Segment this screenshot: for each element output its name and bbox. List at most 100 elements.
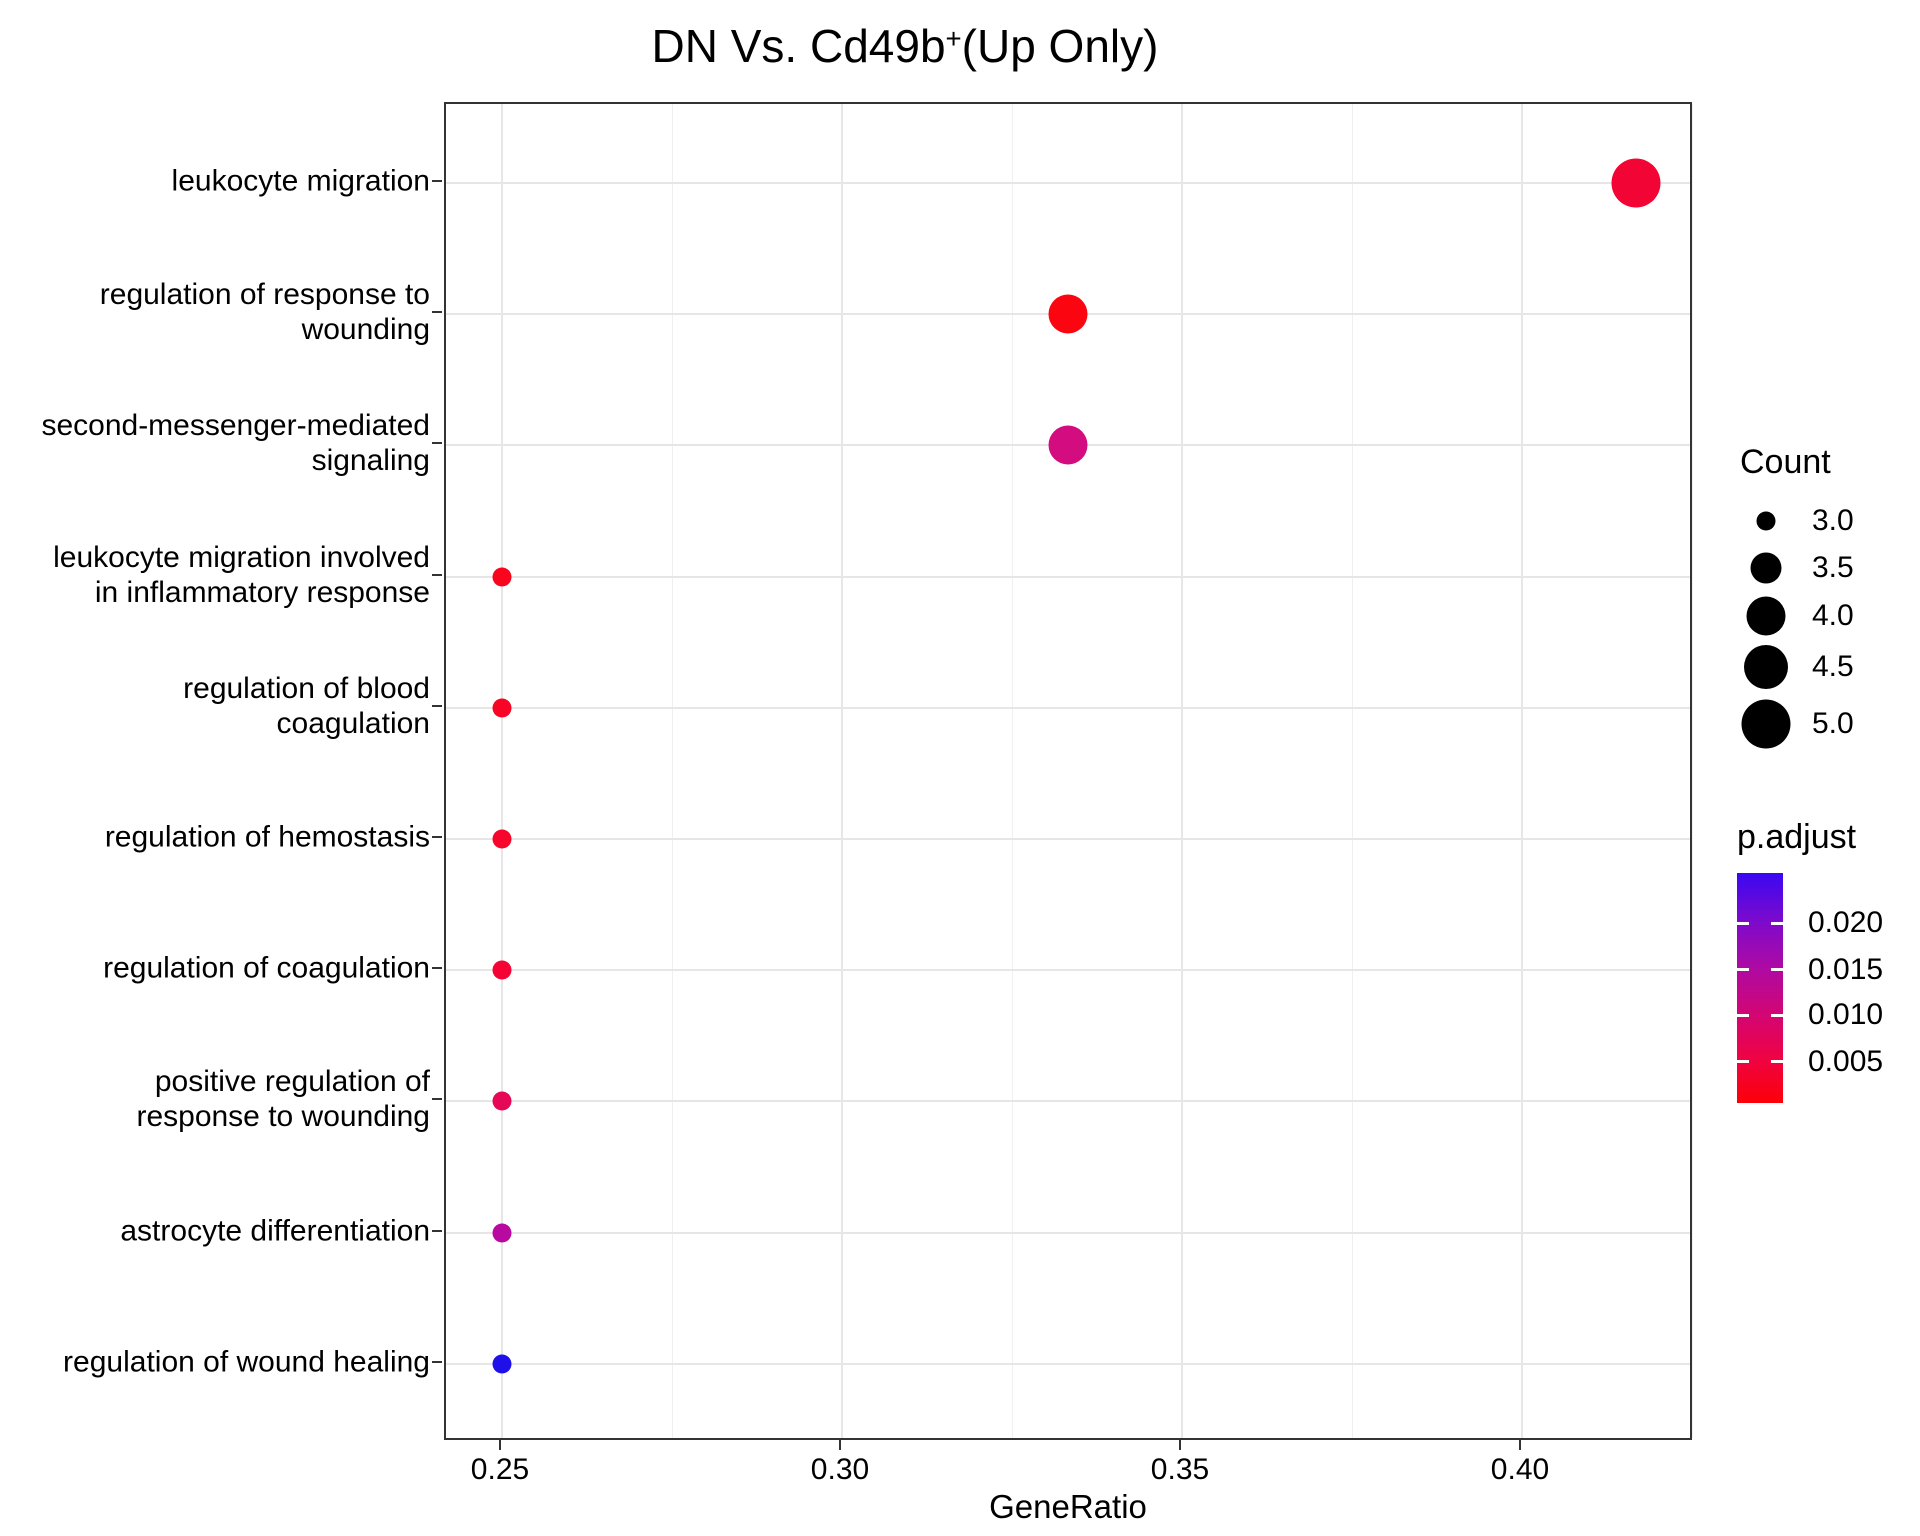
chart-title: DN Vs. Cd49b+(Up Only): [0, 8, 1810, 77]
y-tick-mark: [432, 573, 442, 576]
y-axis-category-label-line: astrocyte differentiation: [120, 1214, 430, 1248]
count-legend-item-label: 5.0: [1812, 707, 1854, 740]
y-tick-mark: [432, 1229, 442, 1232]
padjust-tick-label: 0.020: [1808, 906, 1884, 940]
count-legend-key-dot: [1744, 645, 1788, 689]
y-major-gridline: [446, 838, 1690, 840]
data-point[interactable]: [492, 960, 512, 980]
y-tick-mark: [432, 836, 442, 838]
padjust-bar-tick-right: [1771, 921, 1783, 925]
y-axis-category-label-line: coagulation: [276, 706, 430, 740]
data-point[interactable]: [1611, 158, 1661, 208]
y-tick-mark: [432, 704, 442, 707]
y-axis-category-label-line: second-messenger-mediated: [41, 409, 430, 443]
count-legend-key-dot: [1746, 596, 1786, 636]
data-point[interactable]: [492, 698, 512, 718]
padjust-bar-tick-left: [1737, 921, 1749, 925]
y-axis-category-label: regulation of coagulation: [10, 951, 430, 986]
data-point[interactable]: [492, 1091, 512, 1111]
y-major-gridline: [446, 1100, 1690, 1103]
x-major-gridline: [1521, 104, 1523, 1438]
x-tick-mark: [839, 1440, 841, 1450]
data-point[interactable]: [492, 567, 512, 587]
x-axis-title: GeneRatio: [989, 1488, 1147, 1525]
y-major-gridline: [446, 969, 1690, 972]
y-major-gridline: [446, 575, 1690, 578]
y-axis-category-label-line: regulation of blood: [183, 671, 430, 705]
padjust-bar-tick-right: [1771, 968, 1783, 972]
x-minor-gridline: [1352, 104, 1353, 1438]
y-tick-mark: [432, 1360, 442, 1363]
count-legend-item-label: 3.5: [1812, 551, 1854, 584]
x-minor-gridline: [1012, 104, 1013, 1438]
y-axis-category-label-line: leukocyte migration involved: [53, 540, 430, 574]
y-tick-mark: [432, 180, 442, 182]
y-axis-category-label-line: in inflammatory response: [94, 575, 430, 609]
y-major-gridline: [446, 1231, 1690, 1234]
data-point[interactable]: [492, 1223, 512, 1243]
x-tick-mark: [1519, 1440, 1521, 1450]
x-major-gridline: [1181, 104, 1183, 1438]
padjust-bar-tick-right: [1771, 1060, 1783, 1064]
x-major-gridline: [501, 104, 503, 1438]
data-point[interactable]: [1048, 294, 1088, 334]
y-axis-category-label-line: regulation of coagulation: [103, 951, 430, 985]
count-legend-key-dot: [1756, 511, 1776, 531]
x-axis-tick-label: 0.25: [470, 1453, 530, 1486]
plot-panel: [444, 102, 1693, 1440]
chart-title-suffix: (Up Only): [961, 20, 1159, 72]
data-point[interactable]: [492, 829, 512, 849]
padjust-tick-label: 0.010: [1808, 998, 1884, 1032]
count-legend: Count 3.0 3.5 4.0 4.5 5.0: [1740, 443, 1920, 763]
count-legend-item-label: 4.5: [1812, 650, 1854, 683]
chart-title-prefix: DN Vs. Cd49b: [651, 20, 946, 72]
y-axis-category-label-line: response to wounding: [136, 1100, 430, 1134]
y-tick-mark: [432, 1098, 442, 1101]
y-tick-mark: [432, 311, 442, 314]
y-axis-category-label-line: positive regulation of: [154, 1065, 430, 1099]
y-axis-category-label: regulation of wound healing: [10, 1344, 430, 1379]
y-axis-category-label: regulation of response to wounding: [10, 277, 430, 347]
x-axis-tick-label: 0.40: [1490, 1453, 1550, 1486]
x-axis-tick-label: 0.35: [1150, 1453, 1210, 1486]
y-major-gridline: [446, 706, 1690, 709]
y-axis-category-label: positive regulation of response to woundi…: [10, 1064, 430, 1134]
padjust-bar-tick-left: [1737, 1013, 1749, 1017]
y-axis-category-label: leukocyte migration involved in inflammat…: [10, 540, 430, 610]
x-minor-gridline: [1692, 104, 1693, 1438]
y-tick-mark: [432, 967, 442, 970]
y-axis-category-label: regulation of hemostasis: [10, 820, 430, 855]
chart-title-superscript: +: [945, 23, 962, 54]
y-major-gridline: [446, 182, 1690, 184]
x-axis-tick-label: 0.30: [810, 1453, 870, 1486]
data-point[interactable]: [1048, 425, 1088, 465]
x-tick-mark: [499, 1440, 501, 1450]
x-tick-mark: [1179, 1440, 1181, 1450]
count-legend-item-label: 4.0: [1812, 599, 1854, 632]
count-legend-key-dot: [1750, 552, 1782, 584]
y-axis-category-label-line: regulation of wound healing: [63, 1345, 430, 1379]
y-axis-category-label-line: regulation of hemostasis: [104, 820, 430, 854]
y-axis-category-label: second-messenger-mediated signaling: [10, 408, 430, 478]
y-major-gridline: [446, 1362, 1690, 1365]
y-axis-category-label-line: leukocyte migration: [171, 164, 430, 198]
padjust-bar-tick-left: [1737, 1060, 1749, 1064]
y-axis-category-label-line: wounding: [301, 313, 430, 347]
count-legend-item-label: 3.0: [1812, 504, 1854, 537]
padjust-gradient-bar: [1737, 873, 1783, 1103]
data-point[interactable]: [492, 1354, 512, 1374]
y-axis-category-label: regulation of blood coagulation: [10, 671, 430, 741]
padjust-tick-label: 0.005: [1808, 1044, 1884, 1078]
padjust-legend: p.adjust 0.020 0.015 0.010 0.005: [1737, 818, 1920, 1118]
y-axis-category-label: leukocyte migration: [10, 164, 430, 199]
y-axis-category-label: astrocyte differentiation: [10, 1213, 430, 1248]
y-axis-category-label-line: regulation of response to: [99, 278, 430, 312]
y-axis-category-label-line: signaling: [311, 444, 430, 478]
x-minor-gridline: [672, 104, 673, 1438]
padjust-tick-label: 0.015: [1808, 952, 1884, 986]
count-legend-title: Count: [1740, 443, 1831, 481]
y-tick-mark: [432, 442, 442, 445]
padjust-legend-title: p.adjust: [1737, 818, 1857, 856]
count-legend-key-dot: [1741, 699, 1791, 749]
